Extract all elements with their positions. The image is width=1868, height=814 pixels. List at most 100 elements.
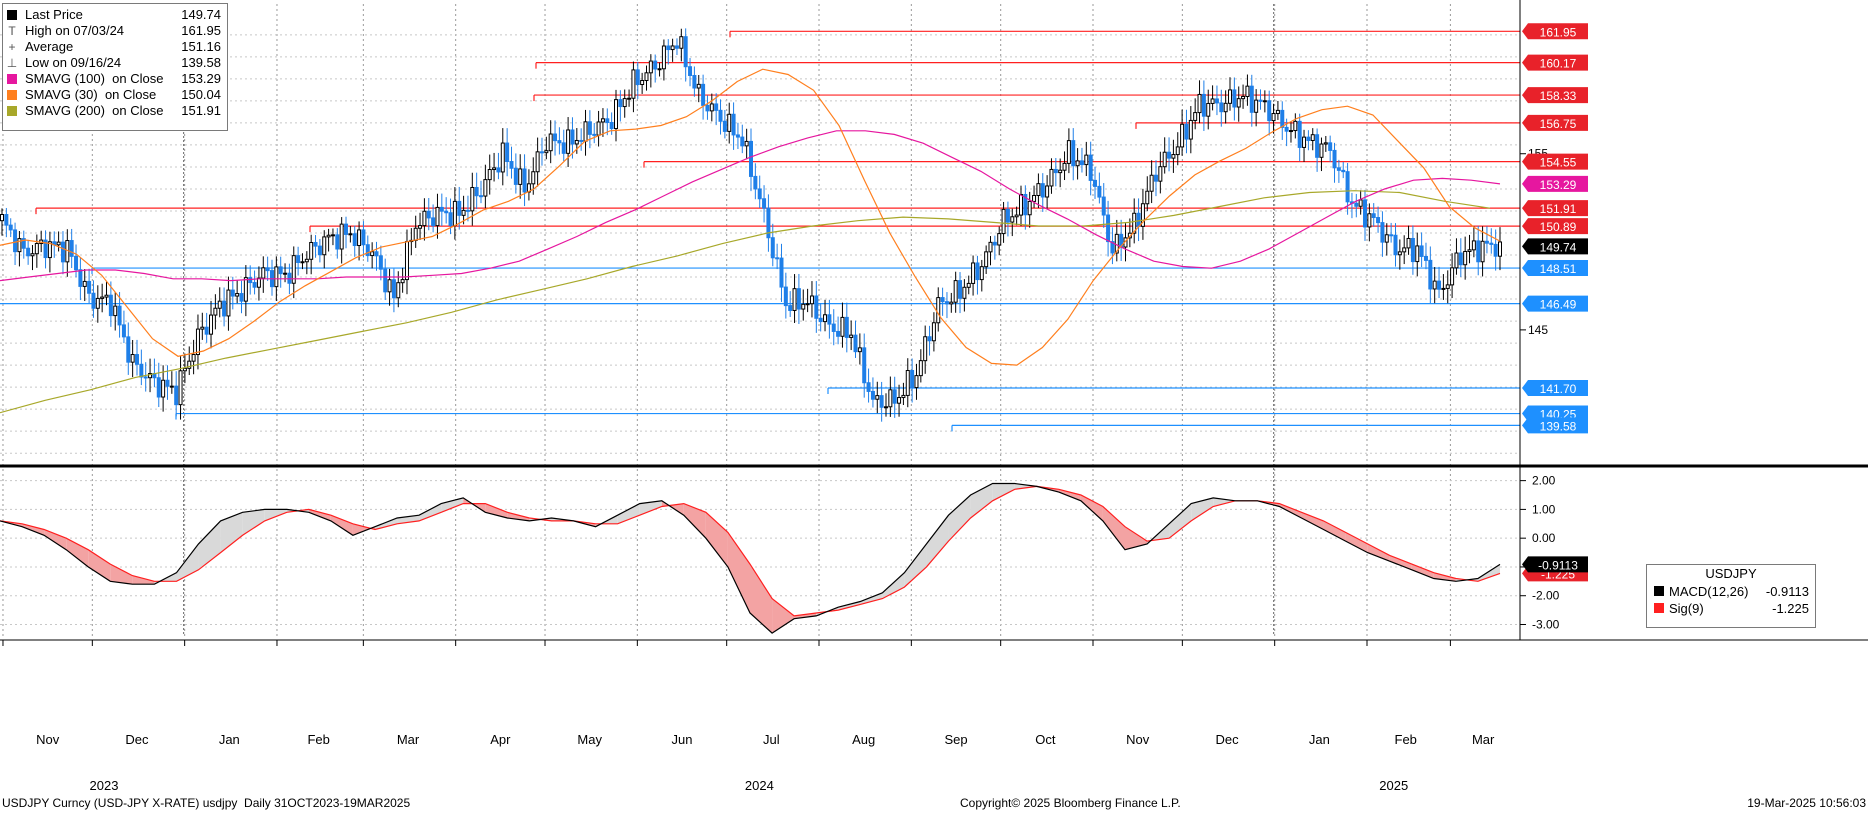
candle-body: [814, 295, 819, 319]
candle-body: [1306, 136, 1311, 141]
candle-body: [783, 286, 788, 307]
candle-body: [1371, 213, 1376, 219]
macd-legend-title: USDJPY: [1705, 566, 1757, 581]
candle-body: [91, 292, 96, 309]
candle-body: [805, 303, 810, 306]
candle-body: [966, 282, 971, 288]
macd-fill: [176, 543, 199, 582]
candle-body: [1066, 140, 1071, 164]
candle-body: [0, 214, 4, 222]
candle-body: [592, 133, 597, 136]
candle-body: [1345, 171, 1350, 203]
candle-body: [666, 45, 671, 51]
candle-body: [404, 241, 409, 281]
legend-value: 149.74: [181, 7, 221, 22]
candle-body: [452, 200, 457, 226]
candle-body: [505, 142, 510, 163]
sma-30-line: [0, 68, 1501, 366]
candle-body: [866, 382, 871, 392]
x-month-label: Aug: [852, 732, 875, 747]
candle-body: [165, 379, 170, 387]
macd-fill: [308, 509, 331, 521]
candle-body: [1254, 99, 1259, 113]
candle-body: [1180, 123, 1185, 148]
candle-body: [187, 360, 192, 369]
legend-label: SMAVG (30) on Close: [25, 87, 157, 102]
candle-body: [657, 68, 662, 71]
candle-body: [670, 45, 675, 51]
candle-body: [1132, 212, 1137, 234]
macd-fill: [110, 564, 133, 585]
candle-body: [1032, 194, 1037, 202]
macd-fill: [1345, 532, 1368, 553]
candle-body: [1193, 112, 1198, 121]
candle-body: [614, 99, 619, 130]
candle-body: [692, 74, 697, 89]
candle-body: [653, 60, 658, 70]
candle-body: [492, 167, 497, 171]
candle-body: [217, 300, 222, 309]
candle-body: [126, 336, 131, 363]
macd-fill: [132, 575, 155, 585]
candle-body: [792, 288, 797, 311]
candle-body: [1079, 160, 1084, 166]
candle-body: [727, 113, 732, 132]
right-badges: 161.95 160.17 158.33 156.75 154.55 151.91 150.…: [1522, 23, 1588, 582]
candle-body: [60, 241, 65, 263]
candle-body: [979, 266, 984, 281]
candle-body: [892, 389, 897, 404]
candle-body: [148, 373, 153, 379]
candle-body: [709, 103, 714, 112]
candle-body: [230, 289, 235, 297]
sma-200-line: [0, 190, 1491, 414]
legend-value: 153.29: [181, 71, 221, 86]
candle-body: [200, 326, 205, 330]
candle-body: [1201, 93, 1206, 117]
candle-body: [788, 305, 793, 311]
candle-body: [535, 151, 540, 173]
candle-body: [1493, 243, 1498, 257]
candle-body: [1419, 245, 1424, 257]
candle-body: [1471, 240, 1476, 251]
candle-body: [69, 240, 74, 257]
x-month-label: Feb: [1395, 732, 1417, 747]
candle-body: [1358, 199, 1363, 207]
candle-body: [1363, 199, 1368, 228]
level-badge-bg: [1522, 54, 1588, 71]
candle-body: [8, 224, 13, 231]
candle-body: [757, 188, 762, 200]
candle-body: [439, 206, 444, 212]
candle-body: [300, 261, 305, 264]
candle-body: [770, 237, 775, 259]
candle-body: [1075, 160, 1080, 167]
axes: 1451552.001.000.00-1.00-2.00-3.00NovDecJ…: [0, 0, 1868, 793]
candle-body: [239, 293, 244, 302]
legend-label: Average: [25, 39, 74, 54]
candle-body: [1450, 267, 1455, 286]
candle-body: [1293, 120, 1298, 132]
candle-body: [901, 394, 906, 399]
candle-body: [609, 121, 614, 130]
candle-body: [335, 234, 340, 250]
candle-body: [1458, 252, 1463, 266]
candle-body: [108, 294, 113, 317]
legend-symbol-icon: +: [8, 40, 16, 54]
macd-fill: [705, 512, 728, 567]
candle-body: [1397, 251, 1402, 256]
candle-body: [796, 288, 801, 310]
candle-body: [413, 227, 418, 241]
candle-body: [422, 210, 427, 227]
candle-body: [718, 109, 723, 122]
x-month-label: Oct: [1035, 732, 1056, 747]
candle-body: [862, 347, 867, 384]
macd-fill: [948, 495, 971, 542]
candle-body: [897, 397, 902, 404]
level-badge-text: 156.75: [1540, 117, 1577, 131]
candle-body: [1241, 95, 1246, 100]
candle-body: [1228, 89, 1233, 104]
candle-body: [870, 390, 875, 400]
candle-body: [766, 207, 771, 239]
legend-item: + Average 151.16: [3, 39, 227, 55]
macd-fill: [860, 592, 883, 605]
